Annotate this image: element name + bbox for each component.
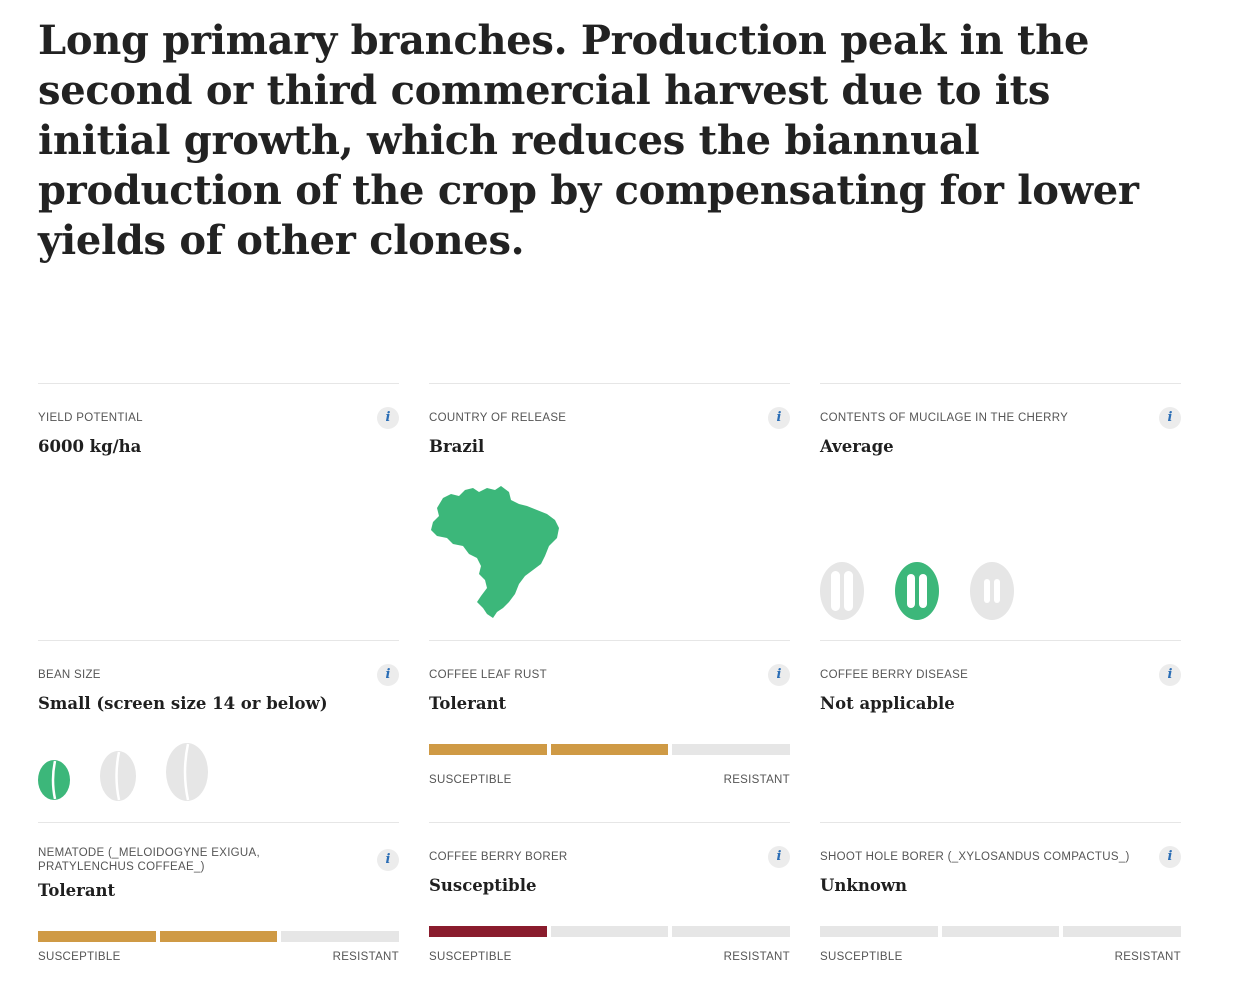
- scale-high-label: RESISTANT: [1114, 951, 1181, 963]
- coffee-leaf-rust-scale: SUSCEPTIBLE RESISTANT: [429, 774, 790, 786]
- cherry-low-icon: [820, 562, 864, 620]
- mucilage-cherry-icons: [820, 562, 1014, 620]
- mucilage-content-label: CONTENTS OF MUCILAGE IN THE CHERRY: [820, 412, 1069, 424]
- shoot-hole-borer-resistance-bar: [820, 926, 1182, 937]
- nematode-info-icon[interactable]: i: [377, 849, 399, 871]
- coffee-berry-borer-label: COFFEE BERRY BORER: [429, 851, 568, 863]
- scale-low-label: SUSCEPTIBLE: [429, 951, 512, 963]
- scale-low-label: SUSCEPTIBLE: [38, 951, 121, 963]
- variety-description: Long primary branches. Production peak i…: [38, 17, 1139, 264]
- coffee-leaf-rust-info-icon[interactable]: i: [768, 664, 790, 686]
- country-of-release-cell: COUNTRY OF RELEASE i Brazil: [429, 383, 790, 640]
- scale-high-label: RESISTANT: [332, 951, 399, 963]
- yield-potential-cell: YIELD POTENTIAL i 6000 kg/ha: [38, 383, 399, 640]
- coffee-berry-disease-cell: COFFEE BERRY DISEASE i Not applicable: [820, 640, 1181, 822]
- scale-low-label: SUSCEPTIBLE: [820, 951, 903, 963]
- yield-potential-info-icon[interactable]: i: [377, 407, 399, 429]
- bean-large-icon: [166, 743, 208, 801]
- coffee-leaf-rust-value: Tolerant: [429, 694, 507, 713]
- coffee-leaf-rust-cell: COFFEE LEAF RUST i Tolerant SUSCEPTIBLE R…: [429, 640, 791, 822]
- coffee-berry-borer-cell: COFFEE BERRY BORER i Susceptible SUSCEPT…: [429, 822, 791, 983]
- mucilage-content-cell: CONTENTS OF MUCILAGE IN THE CHERRY i Ave…: [820, 383, 1181, 640]
- coffee-berry-disease-info-icon[interactable]: i: [1159, 664, 1181, 686]
- resistance-segment: [281, 931, 400, 942]
- resistance-segment: [550, 744, 669, 755]
- country-of-release-label: COUNTRY OF RELEASE: [429, 412, 567, 424]
- mucilage-content-value: Average: [820, 437, 894, 456]
- bean-size-label: BEAN SIZE: [38, 669, 101, 681]
- shoot-hole-borer-cell: SHOOT HOLE BORER (_XYLOSANDUS COMPACTUS_…: [820, 822, 1182, 983]
- bean-size-cell: BEAN SIZE i Small (screen size 14 or bel…: [38, 640, 399, 822]
- nematode-label: NEMATODE (_MELOIDOGYNE EXIGUA, PRATYLENC…: [38, 847, 261, 873]
- bean-medium-icon: [100, 751, 136, 801]
- country-of-release-value: Brazil: [429, 437, 485, 456]
- resistance-segment: [941, 926, 1060, 937]
- resistance-segment: [429, 926, 547, 937]
- resistance-segment: [672, 926, 791, 937]
- nematode-value: Tolerant: [38, 881, 116, 900]
- scale-high-label: RESISTANT: [723, 951, 790, 963]
- yield-potential-value: 6000 kg/ha: [38, 437, 142, 456]
- country-of-release-info-icon[interactable]: i: [768, 407, 790, 429]
- coffee-berry-borer-info-icon[interactable]: i: [768, 846, 790, 868]
- cherry-high-icon: [970, 562, 1014, 620]
- shoot-hole-borer-info-icon[interactable]: i: [1159, 846, 1181, 868]
- bean-size-icons: [38, 743, 208, 801]
- scale-high-label: RESISTANT: [723, 774, 790, 786]
- coffee-berry-disease-label: COFFEE BERRY DISEASE: [820, 669, 969, 681]
- cherry-average-icon: [895, 562, 939, 620]
- bean-size-info-icon[interactable]: i: [377, 664, 399, 686]
- scale-low-label: SUSCEPTIBLE: [429, 774, 512, 786]
- coffee-berry-borer-scale: SUSCEPTIBLE RESISTANT: [429, 951, 790, 963]
- resistance-segment: [429, 744, 547, 755]
- resistance-segment: [672, 744, 791, 755]
- shoot-hole-borer-value: Unknown: [820, 876, 908, 895]
- nematode-cell: NEMATODE (_MELOIDOGYNE EXIGUA, PRATYLENC…: [38, 822, 400, 983]
- coffee-leaf-rust-resistance-bar: [429, 744, 791, 755]
- coffee-berry-borer-value: Susceptible: [429, 876, 537, 895]
- resistance-segment: [820, 926, 938, 937]
- resistance-segment: [550, 926, 669, 937]
- resistance-segment: [159, 931, 278, 942]
- mucilage-content-info-icon[interactable]: i: [1159, 407, 1181, 429]
- attribute-grid: YIELD POTENTIAL i 6000 kg/ha COUNTRY OF …: [38, 383, 1182, 983]
- yield-potential-label: YIELD POTENTIAL: [38, 412, 143, 424]
- resistance-segment: [38, 931, 156, 942]
- resistance-segment: [1063, 926, 1182, 937]
- bean-small-icon: [38, 760, 70, 800]
- shoot-hole-borer-scale: SUSCEPTIBLE RESISTANT: [820, 951, 1181, 963]
- coffee-berry-disease-value: Not applicable: [820, 694, 955, 713]
- nematode-resistance-bar: [38, 931, 400, 942]
- brazil-map-icon: [431, 486, 559, 618]
- coffee-berry-borer-resistance-bar: [429, 926, 791, 937]
- nematode-scale: SUSCEPTIBLE RESISTANT: [38, 951, 399, 963]
- shoot-hole-borer-label: SHOOT HOLE BORER (_XYLOSANDUS COMPACTUS_…: [820, 851, 1130, 863]
- coffee-leaf-rust-label: COFFEE LEAF RUST: [429, 669, 547, 681]
- bean-size-value: Small (screen size 14 or below): [38, 694, 328, 713]
